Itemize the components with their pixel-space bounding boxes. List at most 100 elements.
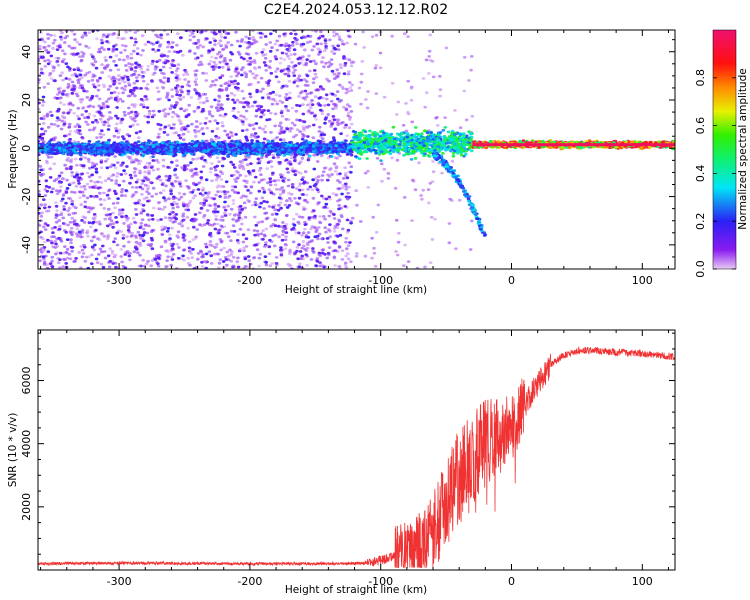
heatmap-cell: [265, 118, 269, 122]
heatmap-cell: [63, 245, 67, 249]
heatmap-cell: [191, 238, 195, 242]
heatmap-cell: [235, 39, 240, 43]
heatmap-cell: [323, 42, 328, 45]
heatmap-cell: [114, 182, 118, 185]
heatmap-cell: [188, 168, 193, 172]
heatmap-cell: [231, 218, 235, 221]
heatmap-cell: [242, 201, 247, 205]
heatmap-cell: [73, 130, 78, 133]
heatmap-cell: [244, 75, 248, 79]
heatmap-cell: [104, 100, 109, 103]
heatmap-cell: [39, 56, 44, 59]
heatmap-cell: [116, 197, 120, 201]
heatmap-cell: [111, 33, 116, 36]
heatmap-cell: [124, 189, 128, 192]
heatmap-cell: [202, 203, 206, 207]
heatmap-cell: [204, 245, 209, 249]
heatmap-cell: [285, 206, 290, 209]
heatmap-cell: [48, 110, 53, 114]
heatmap-cell: [99, 250, 104, 253]
heatmap-cell: [295, 42, 299, 46]
heatmap-cell: [57, 219, 62, 222]
heatmap-cell: [128, 125, 133, 128]
heatmap-cell: [49, 54, 54, 58]
heatmap-cell: [266, 109, 271, 112]
heatmap-cell: [234, 69, 238, 73]
heatmap-cell: [317, 251, 322, 255]
heatmap-cell: [112, 90, 117, 94]
heatmap-cell: [67, 84, 71, 88]
heatmap-cell: [297, 196, 302, 200]
heatmap-cell: [239, 217, 244, 221]
heatmap-cell: [287, 204, 292, 207]
heatmap-cell: [343, 64, 347, 67]
heatmap-cell: [261, 186, 265, 190]
heatmap-cell: [70, 199, 75, 203]
heatmap-cell: [148, 180, 153, 184]
heatmap-cell: [256, 221, 261, 225]
heatmap-cell: [160, 233, 165, 237]
heatmap-cell: [219, 170, 223, 174]
heatmap-cell: [307, 54, 311, 58]
heatmap-cell: [306, 103, 310, 107]
heatmap-cell: [239, 114, 243, 118]
heatmap-cell: [51, 137, 56, 140]
heatmap-cell: [54, 242, 58, 246]
heatmap-cell: [121, 91, 125, 95]
heatmap-cell: [315, 42, 320, 46]
heatmap-cell: [204, 252, 209, 256]
heatmap-cell: [321, 96, 325, 100]
heatmap-cell: [88, 185, 92, 189]
heatmap-cell: [79, 100, 83, 104]
heatmap-cell: [134, 236, 138, 239]
heatmap-cell: [87, 210, 91, 214]
heatmap-cell: [241, 122, 246, 126]
heatmap-cell: [346, 191, 351, 195]
heatmap-cell: [171, 126, 176, 130]
heatmap-cell: [150, 195, 154, 198]
heatmap-cell: [138, 169, 142, 173]
heatmap-cell: [215, 127, 220, 131]
heatmap-cell: [244, 158, 248, 161]
heatmap-cell: [162, 54, 167, 57]
heatmap-cell: [320, 154, 324, 158]
heatmap-cell: [68, 166, 73, 169]
heatmap-cell: [63, 41, 67, 44]
heatmap-cell: [39, 214, 44, 218]
heatmap-cell: [248, 61, 253, 65]
heatmap-cell: [302, 48, 307, 52]
heatmap-cell: [105, 35, 109, 39]
heatmap-cell: [169, 192, 173, 196]
heatmap-cell: [236, 82, 240, 86]
heatmap-cell: [274, 75, 279, 79]
heatmap-cell: [253, 132, 258, 135]
heatmap-cell: [346, 72, 351, 76]
heatmap-cell: [212, 252, 217, 256]
heatmap-cell: [107, 75, 111, 78]
heatmap-cell: [198, 101, 203, 104]
heatmap-cell: [335, 68, 340, 72]
heatmap-cell: [284, 235, 288, 239]
heatmap-cell: [322, 217, 327, 221]
heatmap-cell: [84, 33, 88, 37]
heatmap-cell: [222, 59, 226, 63]
heatmap-cell: [262, 61, 267, 64]
heatmap-cell: [87, 175, 92, 179]
heatmap-cell: [296, 202, 301, 206]
heatmap-cell: [317, 130, 322, 133]
heatmap-cell: [287, 57, 292, 61]
heatmap-cell: [156, 122, 160, 126]
heatmap-cell: [51, 231, 55, 235]
heatmap-cell: [38, 47, 42, 51]
heatmap-cell: [95, 94, 99, 98]
heatmap-cell: [111, 75, 116, 79]
heatmap-cell: [306, 235, 311, 239]
heatmap-cell: [239, 119, 244, 122]
heatmap-cell: [134, 190, 138, 194]
heatmap-cell: [210, 129, 215, 133]
heatmap-cell: [91, 120, 95, 124]
heatmap-cell: [228, 82, 232, 86]
heatmap-cell: [244, 245, 249, 248]
heatmap-cell: [295, 128, 300, 132]
heatmap-cell: [182, 248, 186, 252]
